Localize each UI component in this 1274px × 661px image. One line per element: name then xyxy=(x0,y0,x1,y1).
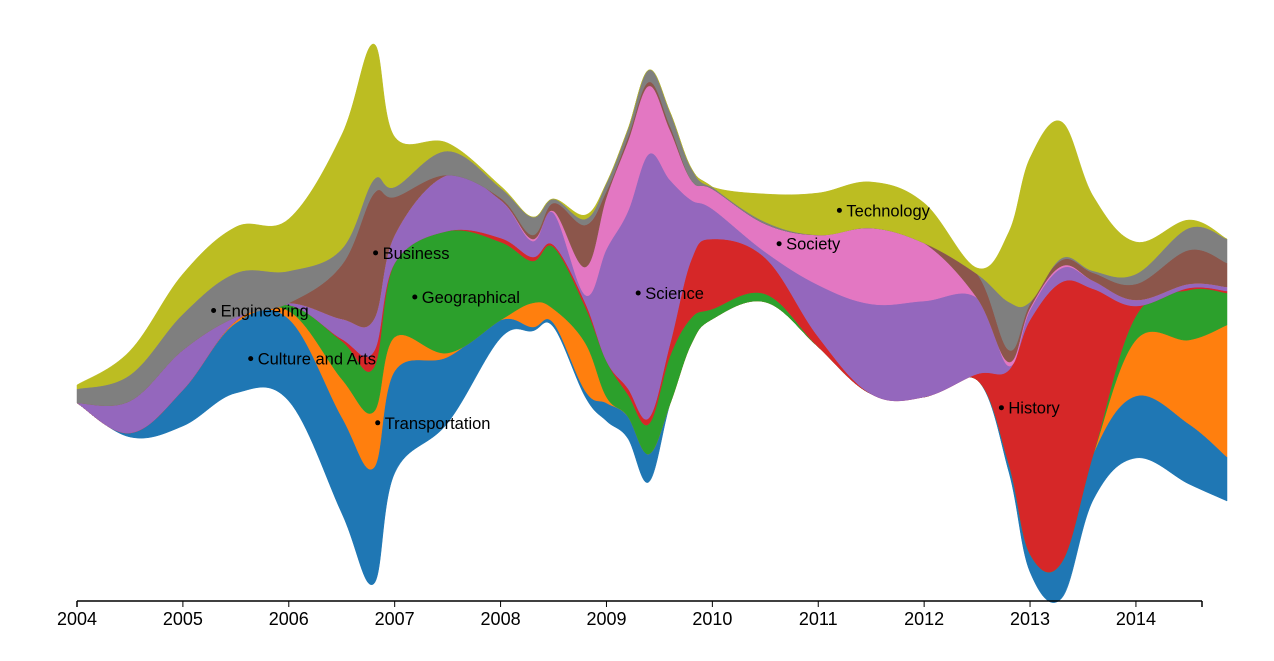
label-dot xyxy=(998,405,1004,411)
stream-label: Transportation xyxy=(385,415,491,433)
stream-label: Society xyxy=(786,236,841,254)
stream-label: History xyxy=(1008,400,1060,418)
x-tick-label: 2007 xyxy=(375,609,415,629)
label-dot xyxy=(836,207,842,213)
x-tick-label: 2008 xyxy=(481,609,521,629)
label-dot xyxy=(635,290,641,296)
label-dot xyxy=(373,250,379,256)
label-dot xyxy=(776,241,782,247)
stream-technology[interactable] xyxy=(76,43,1228,390)
x-tick-label: 2009 xyxy=(586,609,626,629)
stream-label: Engineering xyxy=(221,303,309,321)
label-dot xyxy=(248,356,254,362)
x-tick-label: 2004 xyxy=(57,609,97,629)
stream-label: Science xyxy=(645,285,704,303)
x-tick-label: 2012 xyxy=(904,609,944,629)
x-tick-label: 2014 xyxy=(1116,609,1156,629)
x-tick-label: 2006 xyxy=(269,609,309,629)
x-tick-label: 2010 xyxy=(692,609,732,629)
stream-label: Technology xyxy=(846,202,930,220)
stream-layers xyxy=(76,43,1228,603)
stream-label: Culture and Arts xyxy=(258,351,376,369)
stream-label: Geographical xyxy=(422,289,520,307)
stream-label: Business xyxy=(383,245,450,263)
label-dot xyxy=(375,420,381,426)
x-tick-label: 2011 xyxy=(799,609,838,629)
label-dot xyxy=(412,294,418,300)
x-tick-label: 2013 xyxy=(1010,609,1050,629)
x-axis: 2004 2005 2006 2007 2008 2009 2010 2011 2012 2013… xyxy=(57,600,1203,629)
stream-labels: Culture and Arts Transportation Geographic… xyxy=(211,202,1060,433)
x-tick-label: 2005 xyxy=(163,609,203,629)
label-dot xyxy=(211,308,217,313)
